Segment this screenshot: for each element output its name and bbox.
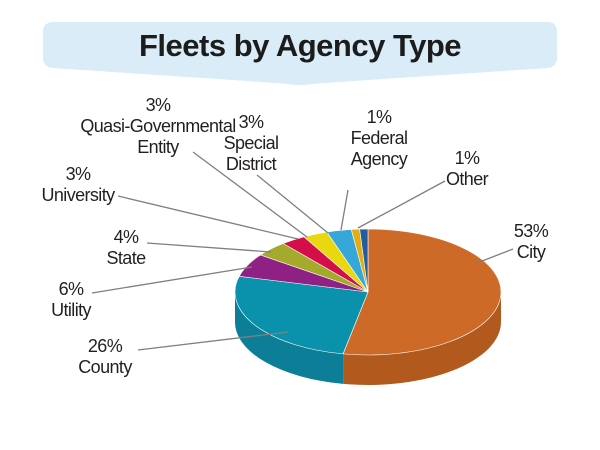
label-pct: 3%: [238, 112, 264, 132]
label-pct: 53%: [513, 221, 549, 241]
leader-line-utility: [91, 266, 253, 294]
label-pct: 6%: [58, 279, 84, 299]
label-pct: 1%: [366, 107, 392, 127]
label-county: 26% County: [55, 336, 155, 378]
label-pct: 3%: [65, 164, 91, 184]
label-name: Special District: [223, 133, 279, 174]
label-other: 1% Other: [427, 148, 507, 190]
label-state: 4% State: [81, 227, 171, 269]
leader-line-state: [146, 242, 272, 253]
label-name: State: [106, 248, 146, 268]
label-pct: 4%: [113, 227, 139, 247]
label-special-district: 3% Special District: [206, 112, 296, 175]
leader-line-county: [137, 331, 289, 351]
leader-line-city: [476, 248, 514, 264]
label-pct: 1%: [454, 148, 480, 168]
label-city: 53% City: [486, 221, 576, 263]
leader-line-university: [117, 195, 299, 240]
label-name: Other: [445, 169, 489, 189]
pie-slice-other: [359, 228, 369, 293]
pie-side-county: [235, 292, 344, 384]
leader-line-quasi-governmental-entity: [192, 151, 308, 238]
label-name: County: [78, 357, 132, 377]
label-federal-agency: 1% Federal Agency: [334, 107, 424, 170]
label-name: Quasi-Governmental Entity: [80, 116, 236, 157]
leader-line-federal-agency: [340, 189, 349, 231]
label-name: City: [516, 242, 546, 262]
label-quasi-governmental-entity: 3% Quasi-Governmental Entity: [71, 95, 246, 158]
label-utility: 6% Utility: [26, 279, 116, 321]
banner-shape: [43, 22, 557, 86]
label-name: University: [41, 185, 115, 205]
chart-title: Fleets by Agency Type: [139, 28, 462, 63]
pie-side-city: [343, 292, 502, 385]
label-pct: 3%: [145, 95, 171, 115]
leader-line-other: [357, 180, 446, 229]
pie-slice-city: [342, 228, 502, 356]
label-name: Federal Agency: [350, 128, 408, 169]
pie-slice-county: [234, 276, 369, 355]
label-name: Utility: [51, 300, 91, 320]
label-university: 3% University: [18, 164, 138, 206]
label-pct: 26%: [87, 336, 123, 356]
title-banner: [43, 22, 557, 86]
leader-line-special-district: [256, 174, 329, 234]
